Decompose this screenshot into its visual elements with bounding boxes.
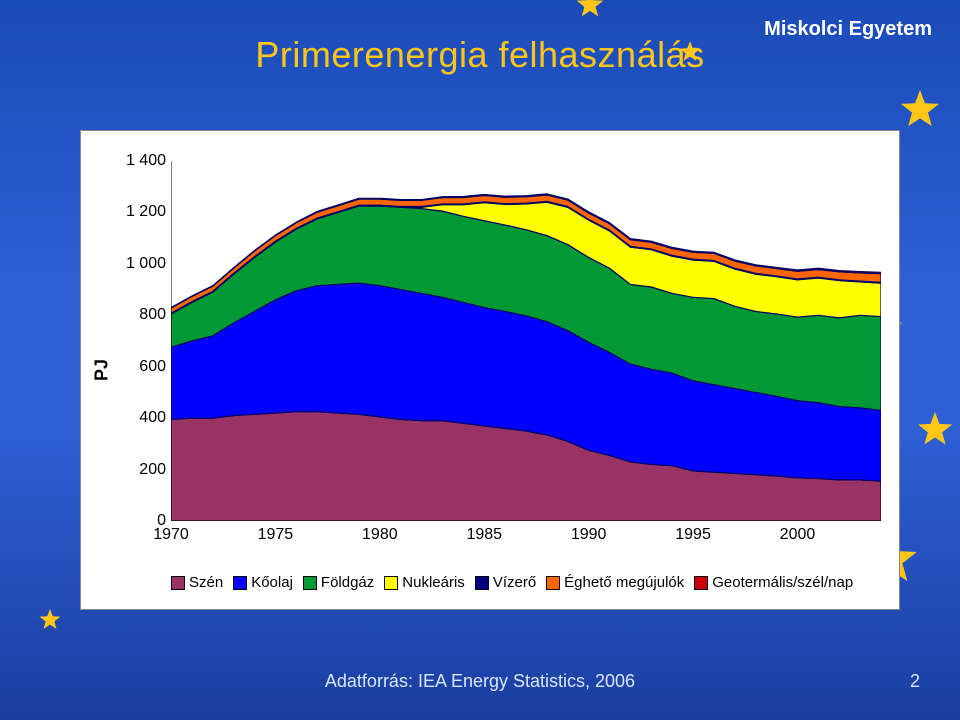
- legend-swatch: [546, 576, 560, 590]
- y-tick-label: 1 000: [106, 255, 166, 273]
- legend-item-geo: Geotermális/szél/nap: [694, 574, 853, 591]
- legend-label: Éghető megújulók: [564, 574, 684, 591]
- x-tick-label: 1970: [153, 526, 189, 544]
- legend-item-koolaj: Kőolaj: [233, 574, 293, 591]
- y-tick-label: 200: [106, 461, 166, 479]
- x-tick-label: 1975: [258, 526, 294, 544]
- legend-label: Nukleáris: [402, 574, 465, 591]
- y-tick-labels: 02004006008001 0001 2001 400: [121, 161, 166, 521]
- stacked-area-plot: [171, 161, 881, 521]
- x-tick-label: 2000: [780, 526, 816, 544]
- legend-label: Vízerő: [493, 574, 536, 591]
- x-tick-labels: 1970197519801985199019952000: [171, 526, 881, 550]
- legend-swatch: [171, 576, 185, 590]
- legend-item-nuklearis: Nukleáris: [384, 574, 465, 591]
- y-tick-label: 800: [106, 306, 166, 324]
- chart-panel: PJ 02004006008001 0001 2001 400 19701975…: [80, 130, 900, 610]
- y-tick-label: 400: [106, 409, 166, 427]
- legend-swatch: [694, 576, 708, 590]
- chart-title: Primerenergia felhasználás: [0, 34, 960, 76]
- y-tick-label: 600: [106, 358, 166, 376]
- legend-label: Földgáz: [321, 574, 374, 591]
- legend-item-foldgaz: Földgáz: [303, 574, 374, 591]
- y-tick-label: 1 200: [106, 203, 166, 221]
- legend-item-vizero: Vízerő: [475, 574, 536, 591]
- y-tick-label: 1 400: [106, 152, 166, 170]
- legend-swatch: [475, 576, 489, 590]
- x-tick-label: 1985: [466, 526, 502, 544]
- legend-label: Kőolaj: [251, 574, 293, 591]
- legend-item-egheto: Éghető megújulók: [546, 574, 684, 591]
- legend-swatch: [384, 576, 398, 590]
- legend: Szén Kőolaj Földgáz Nukleáris Vízerő Éghető m…: [171, 574, 889, 591]
- x-tick-label: 1995: [675, 526, 711, 544]
- x-tick-label: 1990: [571, 526, 607, 544]
- footer-source: Adatforrás: IEA Energy Statistics, 2006: [0, 671, 960, 692]
- legend-label: Szén: [189, 574, 223, 591]
- legend-swatch: [233, 576, 247, 590]
- legend-item-szen: Szén: [171, 574, 223, 591]
- page-number: 2: [910, 671, 920, 692]
- legend-swatch: [303, 576, 317, 590]
- legend-label: Geotermális/szél/nap: [712, 574, 853, 591]
- x-tick-label: 1980: [362, 526, 398, 544]
